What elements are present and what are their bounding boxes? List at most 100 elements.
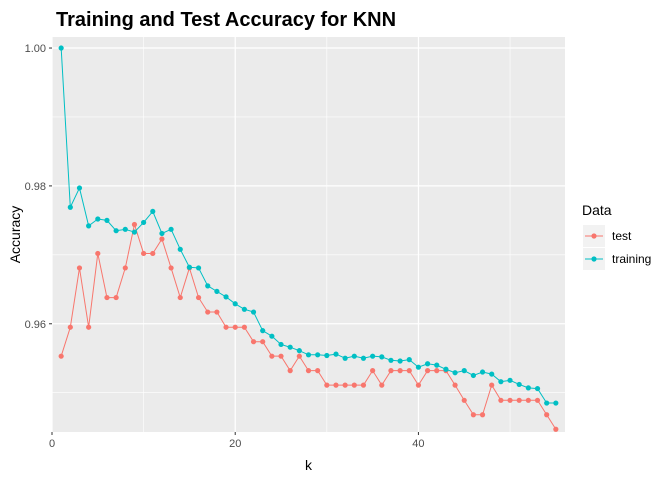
data-point-test — [315, 368, 321, 374]
data-point-training — [498, 379, 504, 385]
data-point-test — [406, 368, 412, 374]
data-point-training — [195, 265, 202, 271]
data-point-training — [141, 219, 147, 226]
data-point-test — [67, 324, 73, 330]
y-tick-label: 1.00 — [25, 43, 46, 55]
data-point-training — [177, 246, 183, 252]
data-point-training — [67, 204, 73, 210]
data-point-test — [553, 426, 559, 432]
data-point-test — [516, 397, 522, 403]
data-point-test — [122, 265, 128, 271]
data-point-test — [470, 412, 476, 418]
x-tick-label: 40 — [412, 438, 424, 450]
data-point-test — [269, 353, 275, 359]
data-point-training — [388, 357, 394, 363]
data-point-training — [397, 358, 403, 364]
chart-title: Training and Test Accuracy for KNN — [56, 9, 396, 31]
data-point-test — [388, 368, 394, 374]
minor-gridlines — [52, 37, 565, 432]
data-point-training — [232, 301, 238, 307]
data-point-training — [150, 208, 156, 215]
data-point-training — [406, 357, 412, 363]
data-point-test — [333, 382, 339, 388]
x-tick-label: 20 — [229, 438, 241, 450]
data-point-test — [479, 412, 486, 418]
data-point-training — [104, 217, 110, 223]
data-point-training — [544, 400, 550, 406]
data-point-test — [168, 265, 174, 271]
data-point-test — [305, 368, 312, 374]
legend-item-training: training — [583, 248, 651, 270]
data-point-training — [113, 228, 119, 234]
data-point-test — [95, 250, 101, 257]
data-point-test — [232, 324, 238, 330]
data-point-training — [415, 364, 422, 370]
data-point-training — [342, 355, 348, 361]
data-point-test — [131, 221, 138, 228]
data-point-test — [241, 324, 247, 330]
data-point-training — [214, 288, 220, 294]
data-point-training — [424, 361, 431, 367]
legend-label: test — [612, 229, 632, 243]
data-point-test — [534, 397, 541, 403]
data-point-test — [150, 250, 156, 257]
x-tick-label: 0 — [49, 438, 55, 450]
data-point-training — [278, 341, 284, 348]
data-point-test — [452, 382, 458, 388]
data-point-training — [269, 333, 275, 339]
data-point-training — [287, 344, 293, 350]
data-point-training — [131, 229, 138, 235]
data-point-training — [434, 362, 440, 368]
data-point-training — [305, 352, 312, 358]
data-point-training — [525, 385, 531, 391]
y-tick-label: 0.96 — [25, 319, 46, 331]
data-point-test — [397, 368, 403, 374]
data-point-test — [461, 397, 467, 403]
data-point-training — [296, 348, 302, 354]
data-point-test — [507, 397, 513, 403]
y-tick-label: 0.98 — [25, 181, 46, 193]
legend-item-test: test — [583, 225, 632, 247]
data-point-test — [86, 324, 92, 330]
data-point-training — [470, 372, 476, 379]
data-point-training — [370, 353, 376, 359]
data-point-training — [553, 400, 559, 406]
legend-label: training — [612, 252, 651, 266]
data-point-training — [241, 306, 247, 312]
data-point-training — [516, 381, 522, 388]
series-test — [58, 221, 559, 432]
data-point-training — [86, 223, 92, 229]
data-point-training — [452, 370, 458, 376]
data-point-test — [424, 368, 431, 374]
data-point-test — [351, 382, 357, 388]
data-point-test — [370, 368, 376, 374]
data-point-training — [159, 230, 165, 237]
major-gridlines — [51, 37, 565, 432]
data-point-training — [534, 385, 541, 392]
data-point-test — [287, 368, 293, 374]
series-layer — [58, 45, 559, 432]
data-point-test — [195, 294, 202, 301]
data-point-training — [58, 45, 64, 51]
legend: Data test training — [582, 202, 651, 270]
data-point-test — [113, 294, 119, 301]
legend-key-point — [591, 233, 597, 239]
data-point-test — [296, 353, 302, 359]
y-axis-title: Accuracy — [7, 206, 23, 264]
data-point-training — [250, 309, 257, 315]
data-point-training — [360, 355, 367, 361]
data-point-test — [104, 294, 110, 301]
data-point-test — [324, 382, 330, 388]
data-point-test — [489, 382, 495, 388]
data-point-training — [479, 369, 486, 375]
data-point-training — [122, 226, 128, 232]
data-point-training — [461, 368, 467, 374]
data-point-test — [177, 294, 183, 301]
data-point-test — [58, 353, 64, 359]
data-point-test — [434, 368, 440, 374]
x-axis-title: k — [305, 457, 313, 473]
data-point-training — [168, 226, 174, 232]
data-point-test — [525, 397, 531, 403]
data-point-training — [315, 352, 321, 358]
data-point-test — [250, 339, 257, 345]
